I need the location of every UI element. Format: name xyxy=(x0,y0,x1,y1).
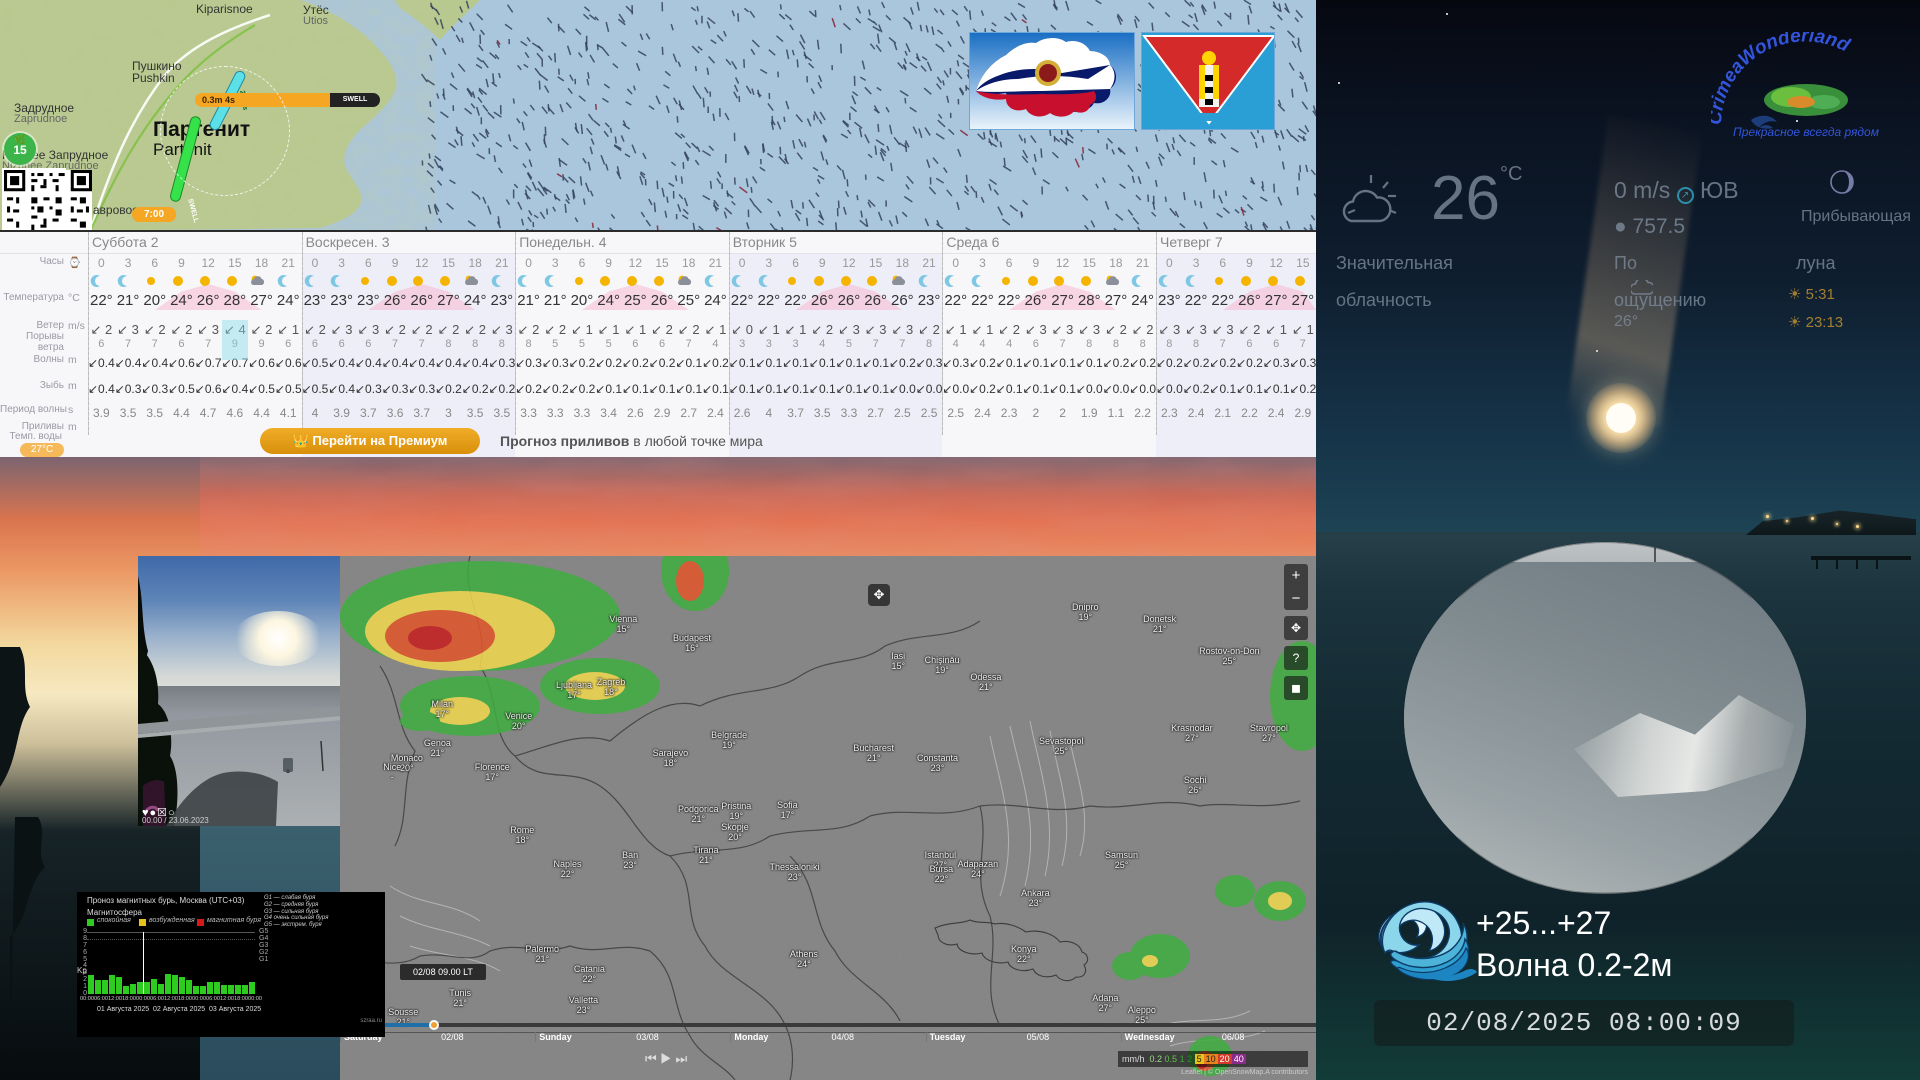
svg-text:Прекрасное всегда рядом: Прекрасное всегда рядом xyxy=(1733,125,1879,139)
